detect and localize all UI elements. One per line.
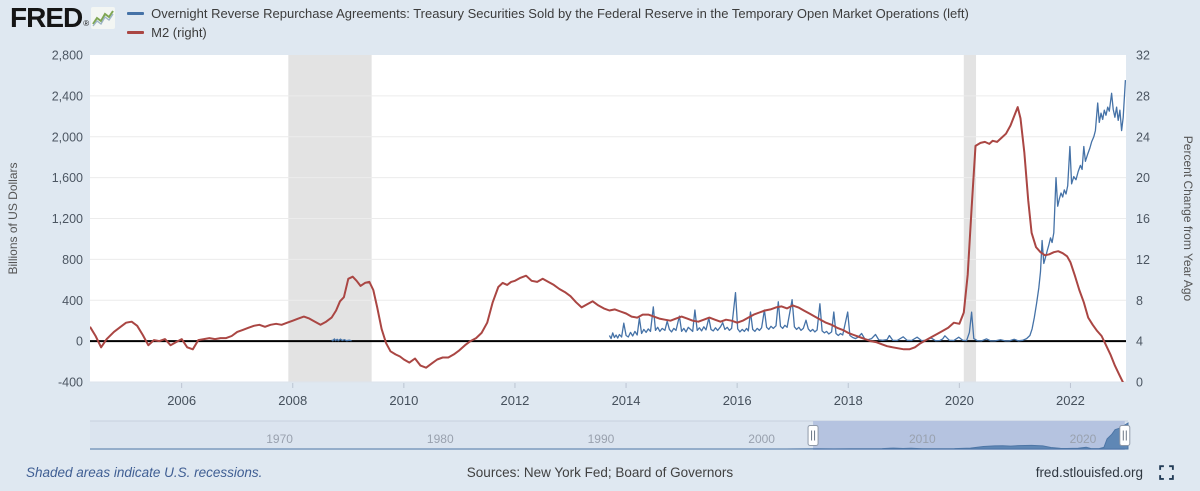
chart-canvas: 2,800 2,400 2,000 1,600 1,200 800 400 0 -400 Bill… xyxy=(6,49,1195,450)
svg-text:4: 4 xyxy=(1136,335,1143,349)
svg-text:2006: 2006 xyxy=(167,393,196,408)
svg-text:1980: 1980 xyxy=(427,432,454,446)
fred-logo[interactable]: FRED ® xyxy=(10,2,116,33)
slider-preview-area xyxy=(90,422,1129,450)
right-axis-labels: 32 28 24 20 16 12 8 4 0 Percent Change from Year … xyxy=(1136,49,1195,390)
series-line-onrrp xyxy=(331,80,1126,342)
slider-selected-range[interactable] xyxy=(813,421,1125,450)
svg-text:2010: 2010 xyxy=(389,393,418,408)
svg-text:2020: 2020 xyxy=(945,393,974,408)
legend: Overnight Reverse Repurchase Agreements:… xyxy=(127,5,969,41)
svg-text:2,400: 2,400 xyxy=(52,89,83,103)
svg-text:2020: 2020 xyxy=(1070,432,1097,446)
svg-text:8: 8 xyxy=(1136,294,1143,308)
svg-text:2,800: 2,800 xyxy=(52,49,83,63)
svg-text:2022: 2022 xyxy=(1056,393,1085,408)
svg-text:1990: 1990 xyxy=(588,432,615,446)
svg-text:1970: 1970 xyxy=(266,432,293,446)
svg-text:2016: 2016 xyxy=(723,393,752,408)
svg-text:2000: 2000 xyxy=(748,432,775,446)
legend-dash-onrrp xyxy=(127,12,145,15)
svg-text:12: 12 xyxy=(1136,253,1150,267)
legend-dash-m2 xyxy=(127,31,145,34)
right-axis-title: Percent Change from Year Ago xyxy=(1181,136,1195,302)
fred-logo-text: FRED xyxy=(10,2,83,33)
svg-text:20: 20 xyxy=(1136,171,1150,185)
svg-text:1,200: 1,200 xyxy=(52,212,83,226)
svg-text:0: 0 xyxy=(1136,376,1143,390)
svg-text:2008: 2008 xyxy=(278,393,307,408)
svg-text:32: 32 xyxy=(1136,49,1150,63)
svg-text:1,600: 1,600 xyxy=(52,171,83,185)
legend-label-onrrp: Overnight Reverse Repurchase Agreements:… xyxy=(151,6,969,21)
svg-text:800: 800 xyxy=(62,253,83,267)
slider-handle-right[interactable] xyxy=(1119,425,1131,446)
footer: Shaded areas indicate U.S. recessions. S… xyxy=(0,457,1200,487)
slider-handle-left[interactable] xyxy=(807,425,819,446)
svg-text:28: 28 xyxy=(1136,89,1150,103)
range-slider[interactable]: 1970 1980 1990 2000 2010 2020 xyxy=(90,420,1131,450)
fred-link[interactable]: fred.stlouisfed.org xyxy=(1035,464,1143,480)
legend-item-onrrp: Overnight Reverse Repurchase Agreements:… xyxy=(127,5,969,22)
recession-note: Shaded areas indicate U.S. recessions. xyxy=(26,464,263,480)
svg-text:2010: 2010 xyxy=(909,432,936,446)
chart-header: FRED ® Overnight Reverse Repurchase Agre… xyxy=(10,2,969,41)
slider-decade-labels: 1970 1980 1990 2000 2010 2020 xyxy=(266,432,1096,446)
svg-text:2012: 2012 xyxy=(500,393,529,408)
legend-item-m2: M2 (right) xyxy=(127,24,969,41)
svg-text:16: 16 xyxy=(1136,212,1150,226)
x-axis-labels: 2006 2008 2010 2012 2014 2016 2018 2020 2022 xyxy=(167,383,1085,408)
series-line-m2 xyxy=(90,106,1124,382)
svg-text:24: 24 xyxy=(1136,130,1150,144)
fred-logo-registered-mark: ® xyxy=(83,19,90,28)
sparkline-icon xyxy=(91,7,116,29)
svg-text:0: 0 xyxy=(76,335,83,349)
left-axis-labels: 2,800 2,400 2,000 1,600 1,200 800 400 0 -400 Bill… xyxy=(6,49,83,390)
svg-text:400: 400 xyxy=(62,294,83,308)
svg-text:2,000: 2,000 xyxy=(52,130,83,144)
svg-text:2018: 2018 xyxy=(834,393,863,408)
fullscreen-icon[interactable] xyxy=(1159,464,1174,480)
legend-label-m2: M2 (right) xyxy=(151,25,207,40)
left-axis-title: Billions of US Dollars xyxy=(6,162,20,274)
svg-text:2014: 2014 xyxy=(612,393,641,408)
gridlines xyxy=(90,95,1126,383)
svg-text:-400: -400 xyxy=(58,376,83,390)
